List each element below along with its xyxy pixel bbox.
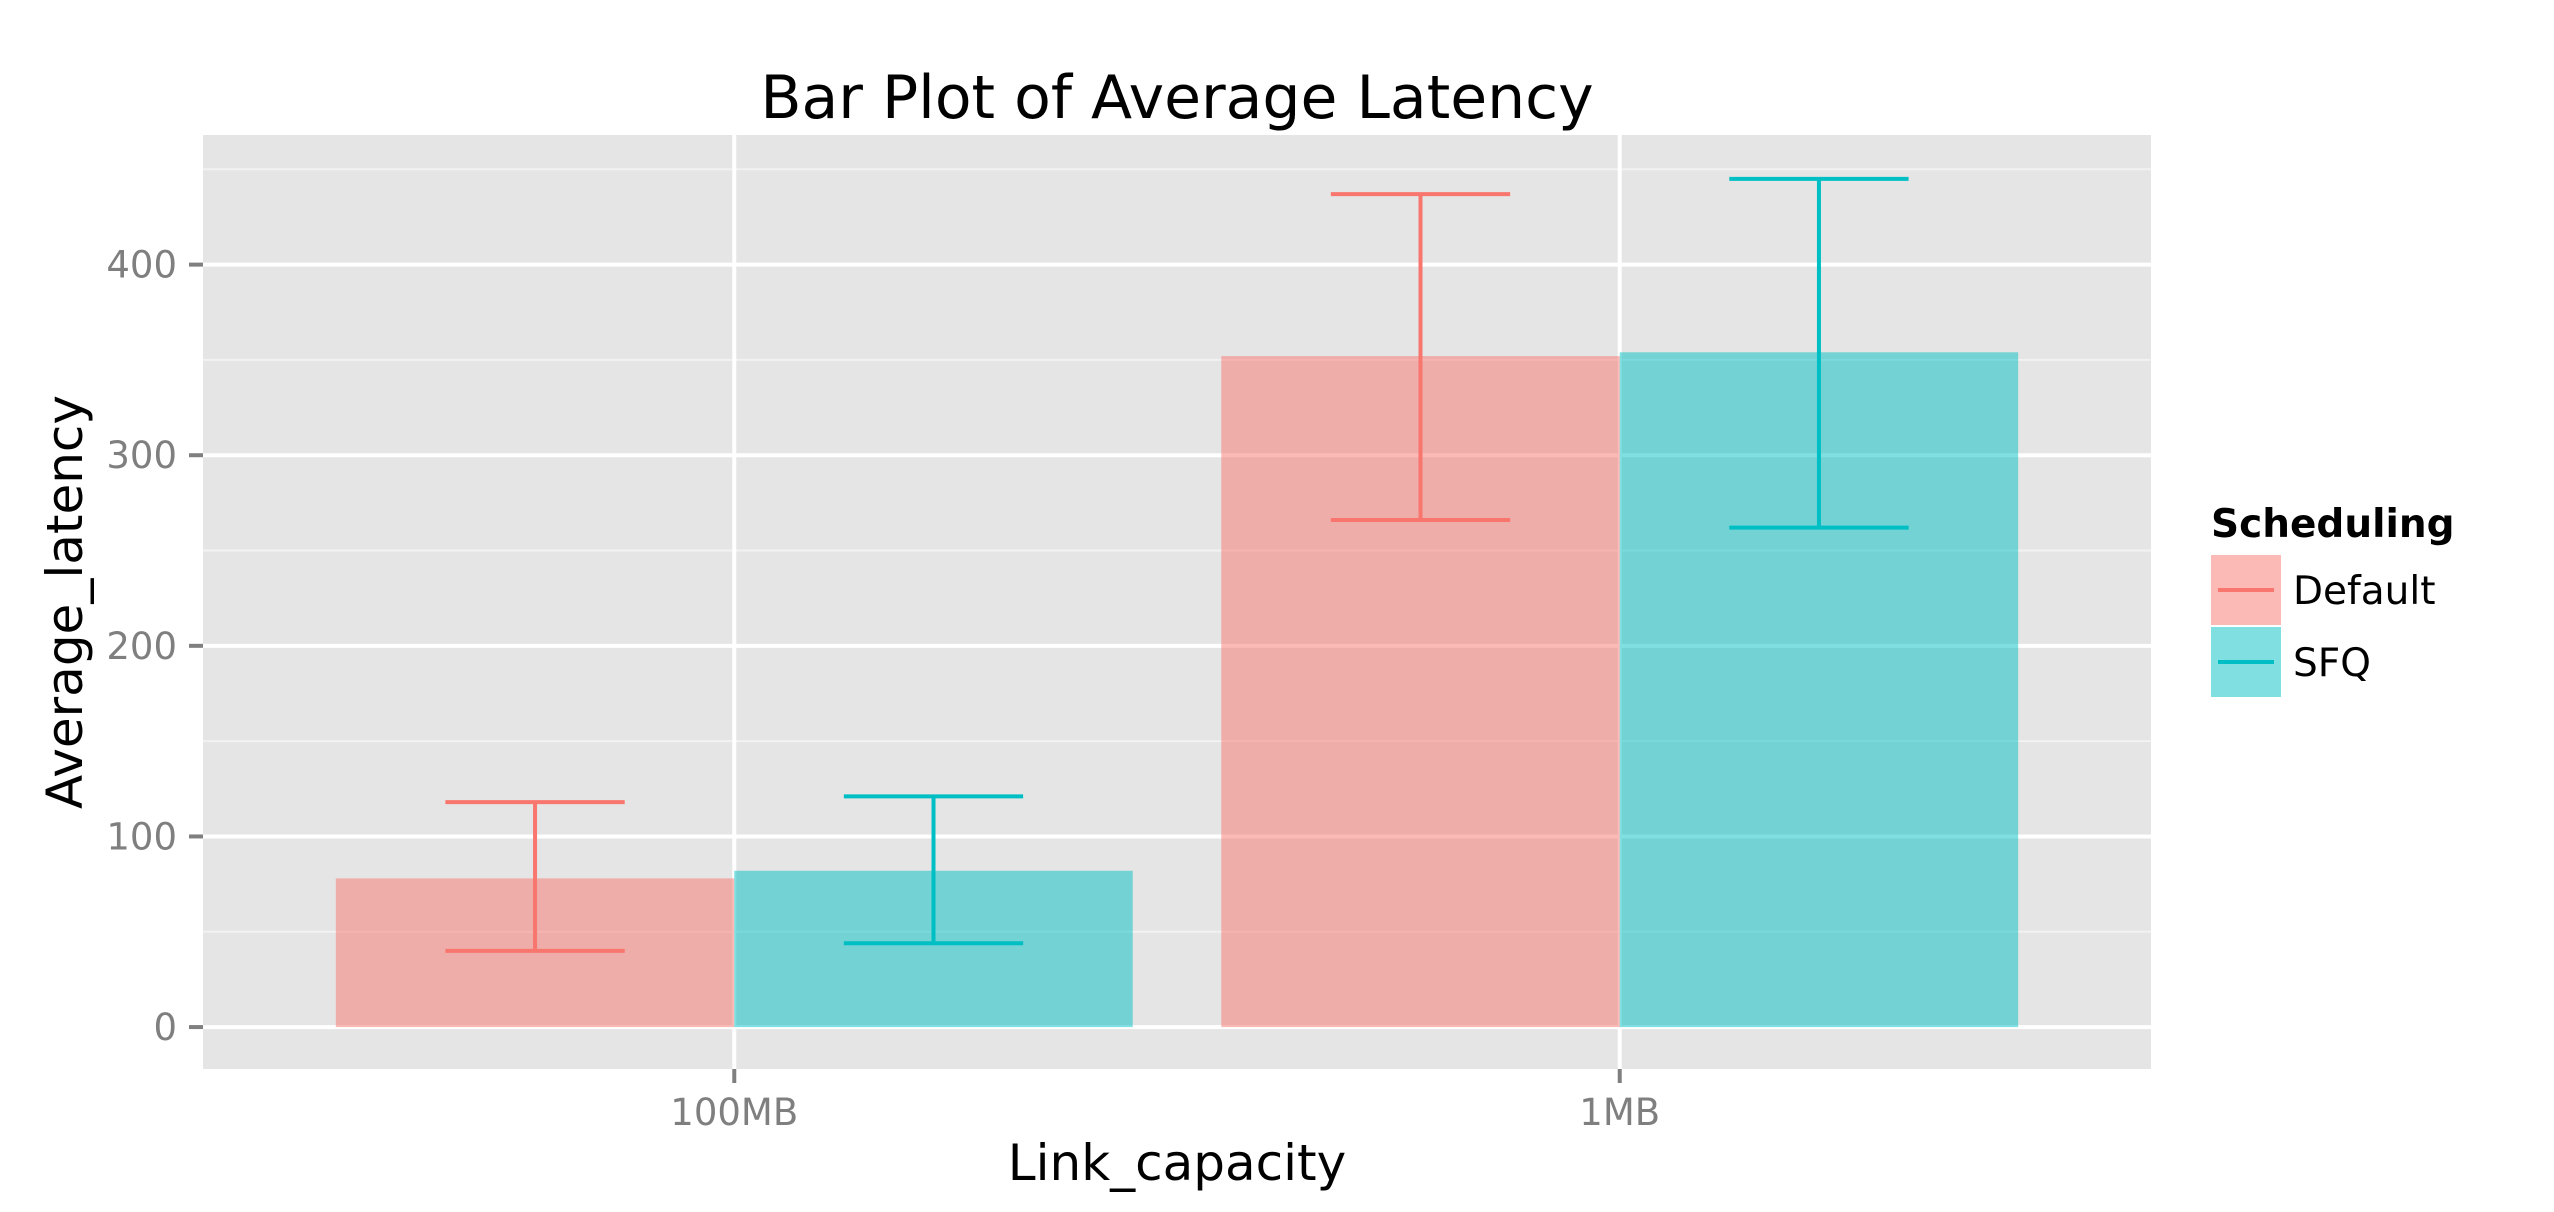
y-tick-label: 0 <box>153 1006 177 1049</box>
legend: Scheduling Default SFQ <box>2211 502 2455 697</box>
y-axis-title: Average_latency <box>36 395 94 809</box>
y-tick-label: 300 <box>106 434 177 477</box>
error-bar-default-1mb <box>1330 192 1511 523</box>
y-axis: 0 100 200 300 400 <box>106 244 203 1049</box>
error-bar-sfq-100mb <box>843 794 1024 946</box>
y-tick-label: 200 <box>106 625 177 668</box>
error-bar-sfq-1mb <box>1729 176 1909 530</box>
y-tick-label: 100 <box>106 815 177 858</box>
x-tick-label: 1MB <box>1579 1091 1660 1134</box>
error-bars <box>445 176 1909 953</box>
x-axis: 100MB 1MB <box>670 1069 1660 1134</box>
y-tick-label: 400 <box>106 244 177 287</box>
plot-title: Bar Plot of Average Latency <box>760 63 1593 133</box>
legend-label: Default <box>2293 569 2436 614</box>
x-tick-label: 100MB <box>670 1091 798 1134</box>
error-bar-default-100mb <box>445 800 625 953</box>
legend-item-sfq: SFQ <box>2211 627 2371 697</box>
legend-title: Scheduling <box>2211 502 2455 547</box>
x-axis-title: Link_capacity <box>1008 1134 1346 1192</box>
bars <box>335 352 2019 1028</box>
legend-label: SFQ <box>2293 641 2371 686</box>
legend-item-default: Default <box>2211 555 2436 625</box>
